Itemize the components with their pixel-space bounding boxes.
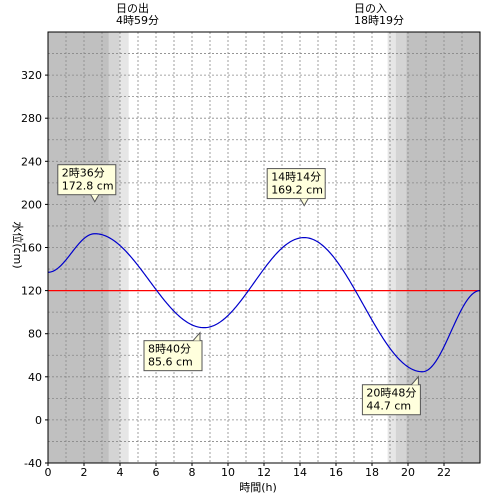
callout-box: [361, 384, 421, 416]
sunrise-title: 日の出: [116, 1, 149, 15]
callout-box: [57, 164, 117, 196]
x-tick-label: 20: [401, 466, 415, 479]
x-tick-label: 12: [257, 466, 271, 479]
callout-level: 169.2 cm: [271, 184, 323, 197]
x-tick-label: 8: [189, 466, 196, 479]
y-tick-label: 200: [21, 198, 42, 211]
y-tick-label: 120: [21, 285, 42, 298]
callout-tail: [192, 331, 201, 341]
callout-tail: [90, 194, 100, 203]
y-tick-label: 280: [21, 112, 42, 125]
y-axis-label: 水位(cm): [11, 221, 25, 268]
callout-level: 172.8 cm: [62, 180, 114, 193]
callout-time: 8時40分: [148, 343, 191, 356]
x-tick-label: 22: [437, 466, 451, 479]
twilight-band-morning-1: [108, 32, 120, 463]
callout-box: [266, 168, 326, 200]
x-tick-label: 14: [293, 466, 307, 479]
sunset-title: 日の入: [354, 2, 387, 15]
y-tick-label: 160: [21, 242, 42, 255]
callout-time: 14時14分: [271, 171, 321, 184]
callout-level: 85.6 cm: [148, 356, 193, 369]
x-tick-label: 16: [329, 466, 343, 479]
callout-time: 2時36分: [62, 167, 105, 180]
y-tick-label: 320: [21, 69, 42, 82]
callout-tail: [299, 198, 309, 207]
y-tick-label: 0: [35, 414, 42, 427]
callout-level: 44.7 cm: [366, 400, 411, 413]
y-tick-label: 40: [28, 371, 42, 384]
twilight-band-evening-2: [387, 32, 396, 463]
tick-labels: 0 2 4 6 8 10 12 14 16 18 20 22-40040801201602002402…: [21, 69, 451, 479]
x-axis-label: 時間(h): [239, 481, 277, 494]
y-tick-label: -40: [24, 457, 42, 470]
callout-time: 20時48分: [366, 387, 416, 400]
sunrise-label: 日の出 4時59分: [116, 1, 159, 27]
y-tick-label: 240: [21, 155, 42, 168]
series-group: [47, 233, 481, 373]
x-tick-label: 4: [117, 466, 124, 479]
x-tick-label: 2: [81, 466, 88, 479]
x-tick-label: 6: [153, 466, 160, 479]
x-tick-label: 0: [45, 466, 52, 479]
x-tick-label: 10: [221, 466, 235, 479]
sunrise-time: 4時59分: [116, 14, 159, 27]
sunset-label: 日の入 18時19分: [354, 2, 404, 27]
x-tick-label: 18: [365, 466, 379, 479]
callout-tail: [411, 375, 419, 386]
night-band-morning: [48, 32, 109, 463]
y-tick-label: 80: [28, 328, 42, 341]
callout-box: [143, 340, 203, 372]
series-line: [47, 233, 481, 373]
sunset-time: 18時19分: [354, 14, 404, 27]
